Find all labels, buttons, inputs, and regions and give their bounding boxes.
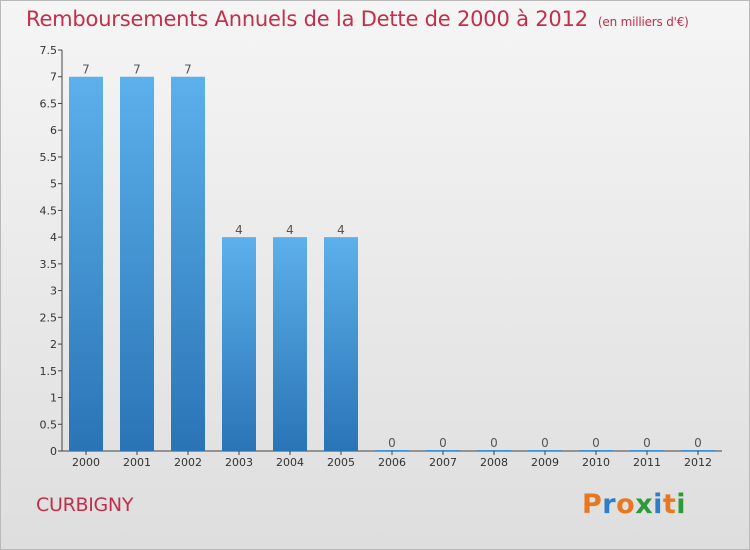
logo-letter: P (582, 489, 603, 520)
bar-value-label: 0 (694, 436, 702, 450)
logo-letter: o (616, 489, 636, 520)
logo-letter: i (676, 489, 687, 520)
bar-value-label: 0 (592, 436, 600, 450)
y-tick-label: 6.5 (40, 97, 58, 110)
bar (426, 450, 460, 451)
y-tick-label: 1.5 (40, 365, 58, 378)
bar-value-label: 4 (286, 223, 294, 237)
bar (69, 76, 103, 451)
bar-value-label: 0 (490, 436, 498, 450)
y-tick-label: 0.5 (40, 418, 58, 431)
bar-value-label: 0 (439, 436, 447, 450)
bar (681, 450, 715, 451)
proxiti-logo[interactable]: Proxiti (582, 489, 686, 520)
y-tick-label: 2.5 (40, 311, 58, 324)
bar (528, 450, 562, 451)
y-tick-label: 0 (50, 445, 57, 458)
x-tick-label: 2000 (72, 456, 100, 469)
bar-value-label: 7 (82, 63, 90, 77)
bar-value-label: 0 (643, 436, 651, 450)
bar-value-label: 7 (184, 63, 192, 77)
bar-value-label: 4 (235, 223, 243, 237)
town-name: CURBIGNY (36, 494, 134, 516)
x-tick-label: 2012 (684, 456, 712, 469)
x-tick-label: 2010 (582, 456, 610, 469)
y-tick-label: 7.5 (40, 44, 58, 57)
bar-value-label: 4 (337, 223, 345, 237)
x-tick-label: 2007 (429, 456, 457, 469)
bar (222, 237, 256, 451)
x-tick-label: 2002 (174, 456, 202, 469)
x-tick-label: 2006 (378, 456, 406, 469)
bar (171, 76, 205, 451)
bar-value-label: 0 (541, 436, 549, 450)
y-tick-label: 4.5 (40, 204, 58, 217)
bar-value-label: 0 (388, 436, 396, 450)
x-tick-label: 2008 (480, 456, 508, 469)
bar (579, 450, 613, 451)
x-tick-label: 2003 (225, 456, 253, 469)
y-tick-label: 4 (50, 231, 57, 244)
logo-letter: i (653, 489, 663, 520)
bar (120, 76, 154, 451)
bar (375, 450, 409, 451)
x-tick-label: 2005 (327, 456, 355, 469)
chart-title-text: Remboursements Annuels de la Dette de 20… (26, 7, 588, 31)
x-tick-label: 2004 (276, 456, 304, 469)
bar (477, 450, 511, 451)
x-tick-label: 2011 (633, 456, 661, 469)
y-tick-label: 1 (50, 392, 57, 405)
y-tick-label: 2 (50, 338, 57, 351)
y-tick-label: 5.5 (40, 151, 58, 164)
logo-letter: t (662, 489, 677, 520)
y-tick-label: 3 (50, 285, 57, 298)
chart-title: Remboursements Annuels de la Dette de 20… (26, 7, 689, 31)
y-tick-label: 3.5 (40, 258, 58, 271)
y-tick-label: 6 (50, 124, 57, 137)
bar-value-label: 7 (133, 63, 141, 77)
x-tick-label: 2009 (531, 456, 559, 469)
bar (324, 237, 358, 451)
logo-letter: r (602, 489, 617, 520)
chart-subtitle: (en milliers d'€) (597, 15, 689, 29)
bar (273, 237, 307, 451)
logo-letter: x (635, 489, 654, 520)
bar (630, 450, 664, 451)
x-tick-label: 2001 (123, 456, 151, 469)
y-tick-label: 7 (50, 71, 57, 84)
y-tick-label: 5 (50, 178, 57, 191)
